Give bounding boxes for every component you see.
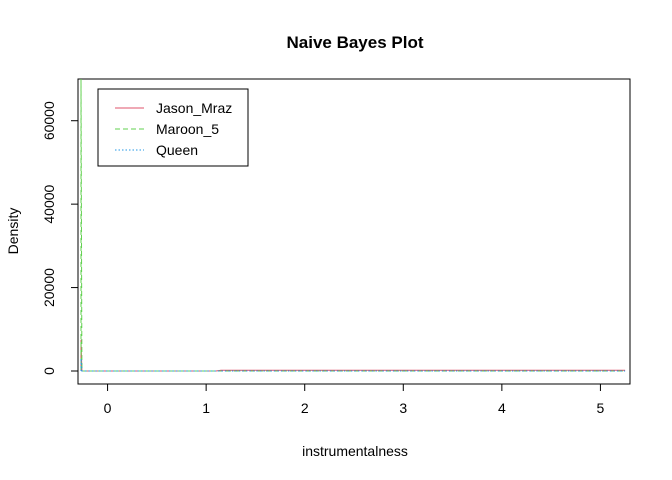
y-tick-label: 40000 <box>41 184 57 223</box>
x-axis-label: instrumentalness <box>302 443 408 459</box>
x-tick-label: 3 <box>399 400 407 416</box>
x-tick-label: 2 <box>301 400 309 416</box>
y-tick-label: 20000 <box>41 268 57 307</box>
chart-title: Naive Bayes Plot <box>286 33 423 52</box>
series-line-queen <box>80 358 626 372</box>
x-axis: 0 1 2 3 4 5 <box>104 383 605 416</box>
x-tick-label: 4 <box>498 400 506 416</box>
legend-label: Queen <box>156 142 198 158</box>
legend-label: Maroon_5 <box>156 121 219 137</box>
series-layer <box>80 78 626 372</box>
legend: Jason_Mraz Maroon_5 Queen <box>97 88 249 167</box>
y-axis: 0 20000 40000 60000 <box>41 101 79 375</box>
x-tick-label: 1 <box>202 400 210 416</box>
x-tick-label: 5 <box>597 400 605 416</box>
legend-label: Jason_Mraz <box>156 100 232 116</box>
y-axis-label: Density <box>5 208 21 255</box>
series-line-maroon-5 <box>80 78 626 372</box>
y-tick-label: 60000 <box>41 101 57 140</box>
y-tick-label: 0 <box>41 367 57 375</box>
x-tick-label: 0 <box>104 400 112 416</box>
series-line-jason-mraz <box>80 339 626 372</box>
legend-box <box>97 88 249 167</box>
